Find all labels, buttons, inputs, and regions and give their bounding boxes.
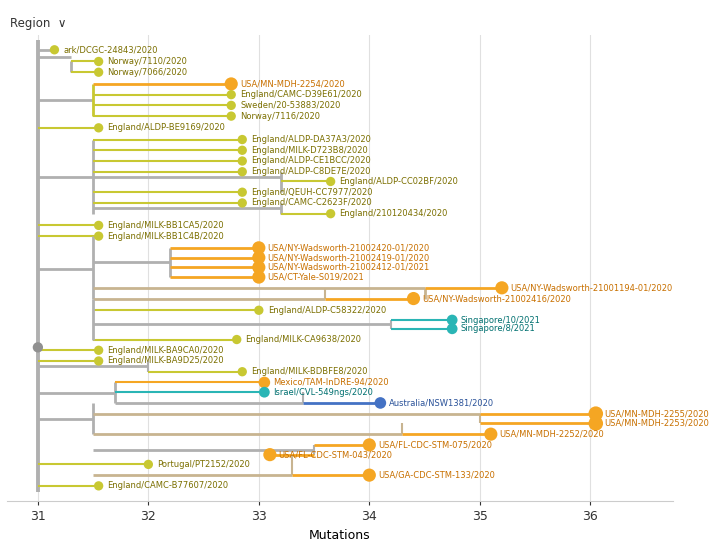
Text: USA/CT-Yale-S019/2021: USA/CT-Yale-S019/2021 [268,273,364,282]
Text: Israel/CVL-549ngs/2020: Israel/CVL-549ngs/2020 [273,388,373,397]
Point [496,283,507,292]
Text: England/MILK-CA9638/2020: England/MILK-CA9638/2020 [246,335,361,344]
Text: England/ALDP-C8DE7E/2020: England/ALDP-C8DE7E/2020 [251,167,371,176]
Point [446,316,458,324]
Point [236,199,248,208]
Point [408,294,419,303]
Point [225,90,237,99]
Text: ark/DCGC-24843/2020: ark/DCGC-24843/2020 [63,45,158,54]
X-axis label: Mutations: Mutations [309,529,371,542]
Text: England/MILK-D723B8/2020: England/MILK-D723B8/2020 [251,146,368,155]
Text: England/CAMC-D39E61/2020: England/CAMC-D39E61/2020 [240,90,362,99]
Text: Singapore/10/2021: Singapore/10/2021 [461,316,541,324]
Text: Mexico/TAM-InDRE-94/2020: Mexico/TAM-InDRE-94/2020 [273,378,389,387]
Text: USA/NY-Wadsworth-21002412-01/2021: USA/NY-Wadsworth-21002412-01/2021 [268,263,430,272]
Point [236,167,248,176]
Point [485,430,497,439]
Text: Sweden/20-53883/2020: Sweden/20-53883/2020 [240,101,340,110]
Point [93,346,105,355]
Text: England/MILK-BA9CA0/2020: England/MILK-BA9CA0/2020 [108,346,224,355]
Point [93,221,105,230]
Point [231,335,243,344]
Point [93,124,105,132]
Text: USA/MN-MDH-2252/2020: USA/MN-MDH-2252/2020 [499,430,604,439]
Point [225,112,237,121]
Point [253,263,265,272]
Point [253,273,265,282]
Text: USA/NY-Wadsworth-21002420-01/2020: USA/NY-Wadsworth-21002420-01/2020 [268,243,430,253]
Point [49,46,60,54]
Text: England/ALDP-BE9169/2020: England/ALDP-BE9169/2020 [108,124,225,132]
Point [259,378,270,387]
Point [236,146,248,155]
Point [590,409,602,418]
Point [142,460,154,469]
Point [446,324,458,333]
Point [32,343,44,352]
Point [374,399,386,407]
Point [93,68,105,77]
Text: USA/FL-CDC-STM-075/2020: USA/FL-CDC-STM-075/2020 [378,440,492,450]
Text: Norway/7116/2020: Norway/7116/2020 [240,111,320,121]
Text: Norway/7110/2020: Norway/7110/2020 [108,57,188,66]
Point [325,209,337,218]
Text: USA/MN-MDH-2253/2020: USA/MN-MDH-2253/2020 [605,419,710,428]
Text: Singapore/8/2021: Singapore/8/2021 [461,324,536,333]
Point [325,177,337,186]
Text: England/MILK-BDBFE8/2020: England/MILK-BDBFE8/2020 [251,367,368,376]
Point [236,188,248,197]
Text: England/ALDP-CC02BF/2020: England/ALDP-CC02BF/2020 [340,177,458,186]
Text: USA/NY-Wadsworth-21002419-01/2020: USA/NY-Wadsworth-21002419-01/2020 [268,253,430,262]
Text: England/ALDP-CE1BCC/2020: England/ALDP-CE1BCC/2020 [251,156,371,165]
Text: England/CAMC-C2623F/2020: England/CAMC-C2623F/2020 [251,198,371,208]
Text: England/MILK-BB1C4B/2020: England/MILK-BB1C4B/2020 [108,232,224,240]
Text: Australia/NSW1381/2020: Australia/NSW1381/2020 [389,399,494,407]
Text: England/QEUH-CC7977/2020: England/QEUH-CC7977/2020 [251,188,373,197]
Point [93,481,105,490]
Text: USA/MN-MDH-2255/2020: USA/MN-MDH-2255/2020 [605,409,710,418]
Point [225,80,237,88]
Point [364,440,375,449]
Point [253,306,265,315]
Point [590,419,602,428]
Text: England/210120434/2020: England/210120434/2020 [340,209,448,218]
Text: Portugal/PT2152/2020: Portugal/PT2152/2020 [157,460,250,469]
Text: England/MILK-BA9D25/2020: England/MILK-BA9D25/2020 [108,356,224,366]
Text: USA/NY-Wadsworth-21002416/2020: USA/NY-Wadsworth-21002416/2020 [422,294,571,303]
Point [253,253,265,262]
Point [236,367,248,376]
Text: England/CAMC-B77607/2020: England/CAMC-B77607/2020 [108,481,228,490]
Text: England/MILK-BB1CA5/2020: England/MILK-BB1CA5/2020 [108,221,224,230]
Text: USA/GA-CDC-STM-133/2020: USA/GA-CDC-STM-133/2020 [378,470,495,480]
Text: Region  ∨: Region ∨ [10,18,67,31]
Point [253,243,265,252]
Text: USA/NY-Wadsworth-21001194-01/2020: USA/NY-Wadsworth-21001194-01/2020 [510,283,673,292]
Text: England/ALDP-C58322/2020: England/ALDP-C58322/2020 [268,306,386,315]
Point [364,470,375,479]
Point [225,101,237,110]
Text: England/ALDP-DA37A3/2020: England/ALDP-DA37A3/2020 [251,135,371,144]
Point [236,156,248,165]
Point [264,450,276,459]
Point [259,388,270,396]
Text: Norway/7066/2020: Norway/7066/2020 [108,68,188,77]
Point [93,357,105,366]
Point [93,232,105,240]
Point [236,135,248,144]
Point [93,57,105,66]
Text: USA/FL-CDC-STM-043/2020: USA/FL-CDC-STM-043/2020 [278,450,393,459]
Text: USA/MN-MDH-2254/2020: USA/MN-MDH-2254/2020 [240,80,345,88]
